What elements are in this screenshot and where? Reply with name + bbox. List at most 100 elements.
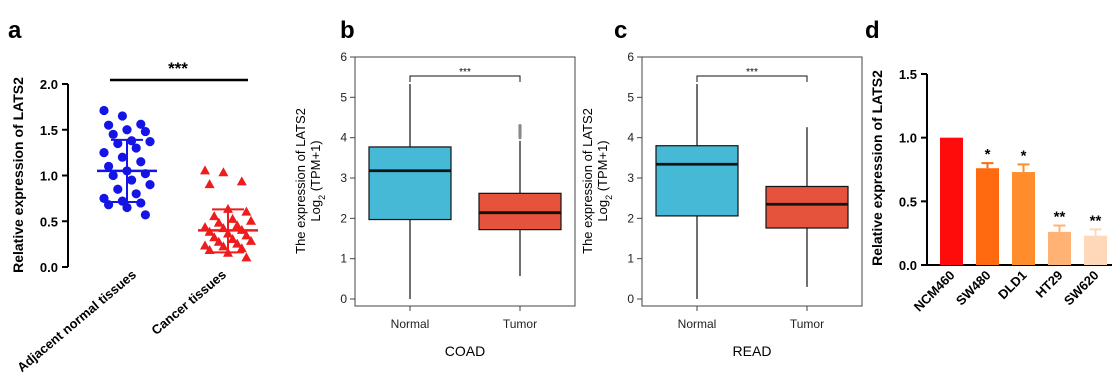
c-y-tick-label: 4 <box>627 131 634 145</box>
b-y-tick-label: 3 <box>340 171 347 185</box>
a-point <box>200 165 210 175</box>
panel-letter-c: c <box>614 17 627 44</box>
panel-letter-d: d <box>865 17 880 44</box>
a-point <box>241 206 252 216</box>
a-point <box>232 238 243 248</box>
a-point <box>204 179 215 189</box>
a-point <box>241 230 252 240</box>
c-y-tick-label: 0 <box>627 292 634 306</box>
a-significance-label: *** <box>168 59 188 78</box>
a-point <box>209 232 220 242</box>
panel-d-bar: 0.0 0.5 1.0 1.5 Relative expression of LATS… <box>869 67 1112 314</box>
b-y-tick-label: 6 <box>340 50 347 64</box>
d-y-tick-label: 0.0 <box>899 258 917 273</box>
b-outlier <box>518 123 522 128</box>
c-y-tick-label: 3 <box>627 171 634 185</box>
a-point <box>99 148 109 158</box>
a-point <box>131 189 141 199</box>
a-point <box>136 119 146 129</box>
d-y-tick-label: 1.0 <box>899 131 917 146</box>
c-y-tick-label: 2 <box>627 211 634 225</box>
a-point <box>117 152 127 162</box>
b-plot-frame <box>354 56 576 307</box>
a-y-tick-label: 1.5 <box>40 123 58 138</box>
b-y-tick-label: 4 <box>340 131 347 145</box>
c-significance-label: *** <box>746 67 758 78</box>
a-point <box>108 129 118 139</box>
a-point <box>104 200 114 210</box>
c-y-tick-label: 1 <box>627 252 634 266</box>
b-significance-label: *** <box>459 67 471 78</box>
c-y-axis-label-line1: The expression of LATS2 <box>580 108 595 254</box>
d-significance-label: ** <box>1054 209 1066 226</box>
d-y-tick-label: 1.5 <box>899 67 917 82</box>
c-x-tick-label: Normal <box>678 317 717 331</box>
a-point <box>127 175 137 185</box>
panel-letter-a: a <box>8 17 22 44</box>
a-x-tick-label: Adjacent normal tissues <box>14 267 139 375</box>
a-point <box>218 241 229 251</box>
a-point <box>108 170 118 181</box>
a-y-axis-label: Relative expression of LATS2 <box>10 77 26 273</box>
d-x-tick-label: SW620 <box>1061 268 1102 309</box>
a-point <box>117 111 127 121</box>
a-point <box>113 184 123 194</box>
panel-a-scatter: 0.0 0.5 1.0 1.5 2.0 Relative expression of L… <box>10 59 258 375</box>
a-point <box>218 167 229 177</box>
c-x-axis-label: READ <box>733 343 772 359</box>
a-point <box>122 125 132 135</box>
panel-b-boxplot: 0 1 2 3 4 5 6 The expression of LATS2 Log2 (TP… <box>293 50 576 359</box>
a-y-tick-label: 0.0 <box>40 260 58 275</box>
a-point <box>122 202 132 213</box>
b-x-tick-label: Tumor <box>503 317 537 331</box>
d-bar-sw480 <box>976 168 999 265</box>
d-x-tick-label: DLD1 <box>995 268 1030 303</box>
a-point <box>104 161 114 171</box>
d-bar-ncm460 <box>940 137 963 265</box>
a-y-tick-label: 2.0 <box>40 77 58 92</box>
d-significance-label: ** <box>1090 212 1102 229</box>
a-point <box>104 120 114 130</box>
a-point <box>241 252 252 262</box>
b-y-tick-label: 2 <box>340 211 347 225</box>
a-point <box>140 210 150 220</box>
b-y-tick-label: 5 <box>340 90 347 104</box>
c-plot-frame <box>641 56 863 307</box>
a-point <box>227 234 238 244</box>
c-box-normal <box>655 145 739 217</box>
a-point <box>232 220 243 230</box>
c-x-tick-label: Tumor <box>790 317 824 331</box>
d-x-tick-label: SW480 <box>953 268 994 309</box>
b-y-axis-label-line2: Log2 (TPM+1) <box>308 140 327 221</box>
d-significance-label: * <box>985 146 991 163</box>
a-point <box>246 215 256 225</box>
b-significance-bracket <box>409 75 521 82</box>
a-point <box>145 180 155 190</box>
a-point <box>99 105 109 116</box>
a-y-tick-label: 0.5 <box>40 214 58 229</box>
d-bar-ht29 <box>1048 231 1071 265</box>
a-point <box>140 126 150 137</box>
a-point <box>145 137 155 147</box>
d-y-tick-label: 0.5 <box>899 194 917 209</box>
c-y-axis-label-line2: Log2 (TPM+1) <box>595 140 614 221</box>
b-y-axis-label-line1: The expression of LATS2 <box>293 108 308 254</box>
a-point <box>227 213 238 223</box>
b-box-normal <box>368 146 452 221</box>
a-point <box>200 222 210 232</box>
a-x-tick-label: Cancer tissues <box>148 267 229 338</box>
a-point <box>236 243 247 253</box>
b-x-axis-label: COAD <box>445 343 485 359</box>
d-significance-label: * <box>1021 147 1027 164</box>
a-point <box>113 138 123 149</box>
c-y-tick-label: 6 <box>627 50 634 64</box>
b-x-tick-label: Normal <box>391 317 430 331</box>
b-y-tick-label: 0 <box>340 292 347 306</box>
c-box-tumor <box>765 185 849 229</box>
a-point <box>246 235 256 245</box>
d-bar-dld1 <box>1012 172 1035 265</box>
a-point <box>200 240 210 250</box>
panel-letter-b: b <box>340 17 355 44</box>
c-y-tick-label: 5 <box>627 90 634 104</box>
